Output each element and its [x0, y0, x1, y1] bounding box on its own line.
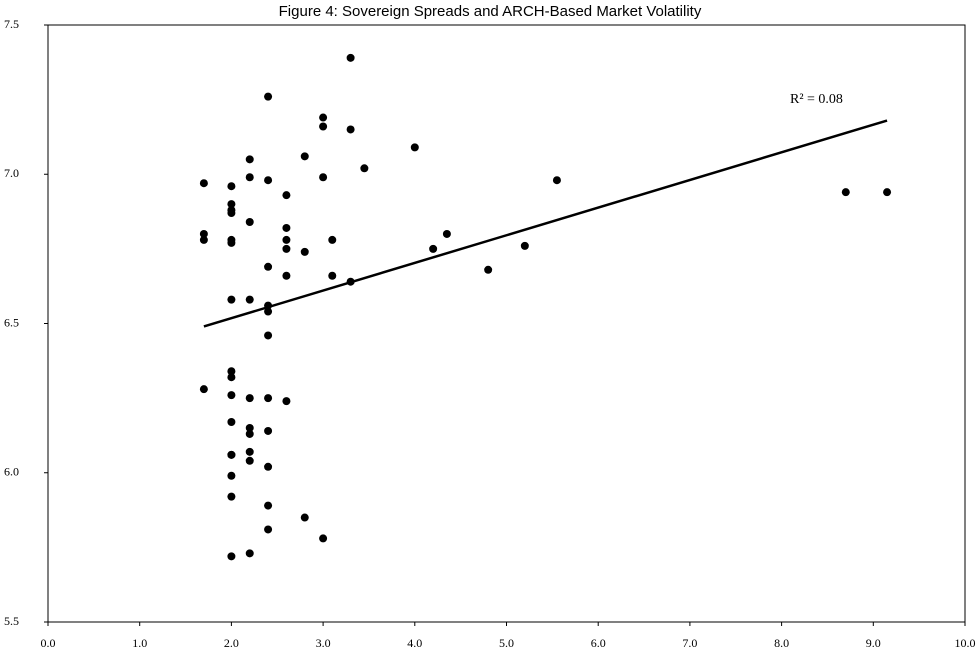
point — [282, 397, 291, 406]
point — [245, 429, 254, 438]
point — [346, 53, 355, 62]
point — [883, 188, 892, 197]
point — [360, 164, 369, 173]
point — [346, 277, 355, 286]
point — [227, 238, 236, 247]
point — [328, 271, 337, 280]
point — [227, 418, 236, 427]
y-tick-label: 6.0 — [4, 465, 19, 479]
point — [227, 373, 236, 382]
point — [227, 492, 236, 501]
point — [520, 241, 529, 250]
point — [264, 331, 273, 340]
point — [319, 122, 328, 131]
point — [319, 113, 328, 122]
x-tick-label: 8.0 — [774, 636, 789, 650]
point — [300, 152, 309, 161]
point — [227, 552, 236, 561]
point — [264, 262, 273, 271]
point — [227, 182, 236, 191]
point — [199, 385, 208, 394]
point — [245, 549, 254, 558]
y-tick-label: 7.0 — [4, 166, 19, 180]
point — [264, 426, 273, 435]
point — [227, 295, 236, 304]
point — [227, 200, 236, 209]
point — [264, 501, 273, 510]
x-tick-label: 10.0 — [955, 636, 976, 650]
point — [319, 173, 328, 182]
x-tick-label: 4.0 — [407, 636, 422, 650]
point — [245, 295, 254, 304]
point — [841, 188, 850, 197]
point — [227, 367, 236, 376]
point — [282, 244, 291, 253]
point — [429, 244, 438, 253]
point — [227, 471, 236, 480]
x-tick-label: 5.0 — [499, 636, 514, 650]
point — [199, 235, 208, 244]
point — [346, 125, 355, 134]
point — [245, 447, 254, 456]
plot-frame — [47, 24, 966, 623]
point — [264, 525, 273, 534]
x-tick-label: 7.0 — [682, 636, 697, 650]
point — [328, 235, 337, 244]
point — [484, 265, 493, 274]
x-tick-label: 1.0 — [132, 636, 147, 650]
point — [442, 229, 451, 238]
trendline — [203, 119, 888, 328]
point — [245, 394, 254, 403]
point — [264, 394, 273, 403]
y-tick-label: 6.5 — [4, 315, 19, 329]
point — [264, 462, 273, 471]
point — [227, 391, 236, 400]
point — [227, 209, 236, 218]
point — [319, 534, 328, 543]
point — [199, 229, 208, 238]
point — [282, 271, 291, 280]
point — [245, 155, 254, 164]
y-tick-label: 5.5 — [4, 614, 19, 628]
point — [264, 301, 273, 310]
point — [227, 450, 236, 459]
point — [300, 247, 309, 256]
point — [245, 423, 254, 432]
x-tick-label: 6.0 — [591, 636, 606, 650]
x-tick-label: 2.0 — [224, 636, 239, 650]
point — [410, 143, 419, 152]
point — [282, 235, 291, 244]
point — [199, 179, 208, 188]
x-tick-label: 3.0 — [316, 636, 331, 650]
point — [264, 176, 273, 185]
point — [282, 223, 291, 232]
point — [264, 92, 273, 101]
point — [552, 176, 561, 185]
y-tick-label: 7.5 — [4, 17, 19, 31]
point — [264, 307, 273, 316]
chart-title: Figure 4: Sovereign Spreads and ARCH-Bas… — [279, 3, 702, 20]
x-tick-label: 9.0 — [866, 636, 881, 650]
point — [245, 173, 254, 182]
point — [245, 218, 254, 227]
point — [300, 513, 309, 522]
point — [245, 456, 254, 465]
x-tick-label: 0.0 — [41, 636, 56, 650]
annotation: R² = 0.08 — [790, 92, 843, 107]
point — [282, 191, 291, 200]
